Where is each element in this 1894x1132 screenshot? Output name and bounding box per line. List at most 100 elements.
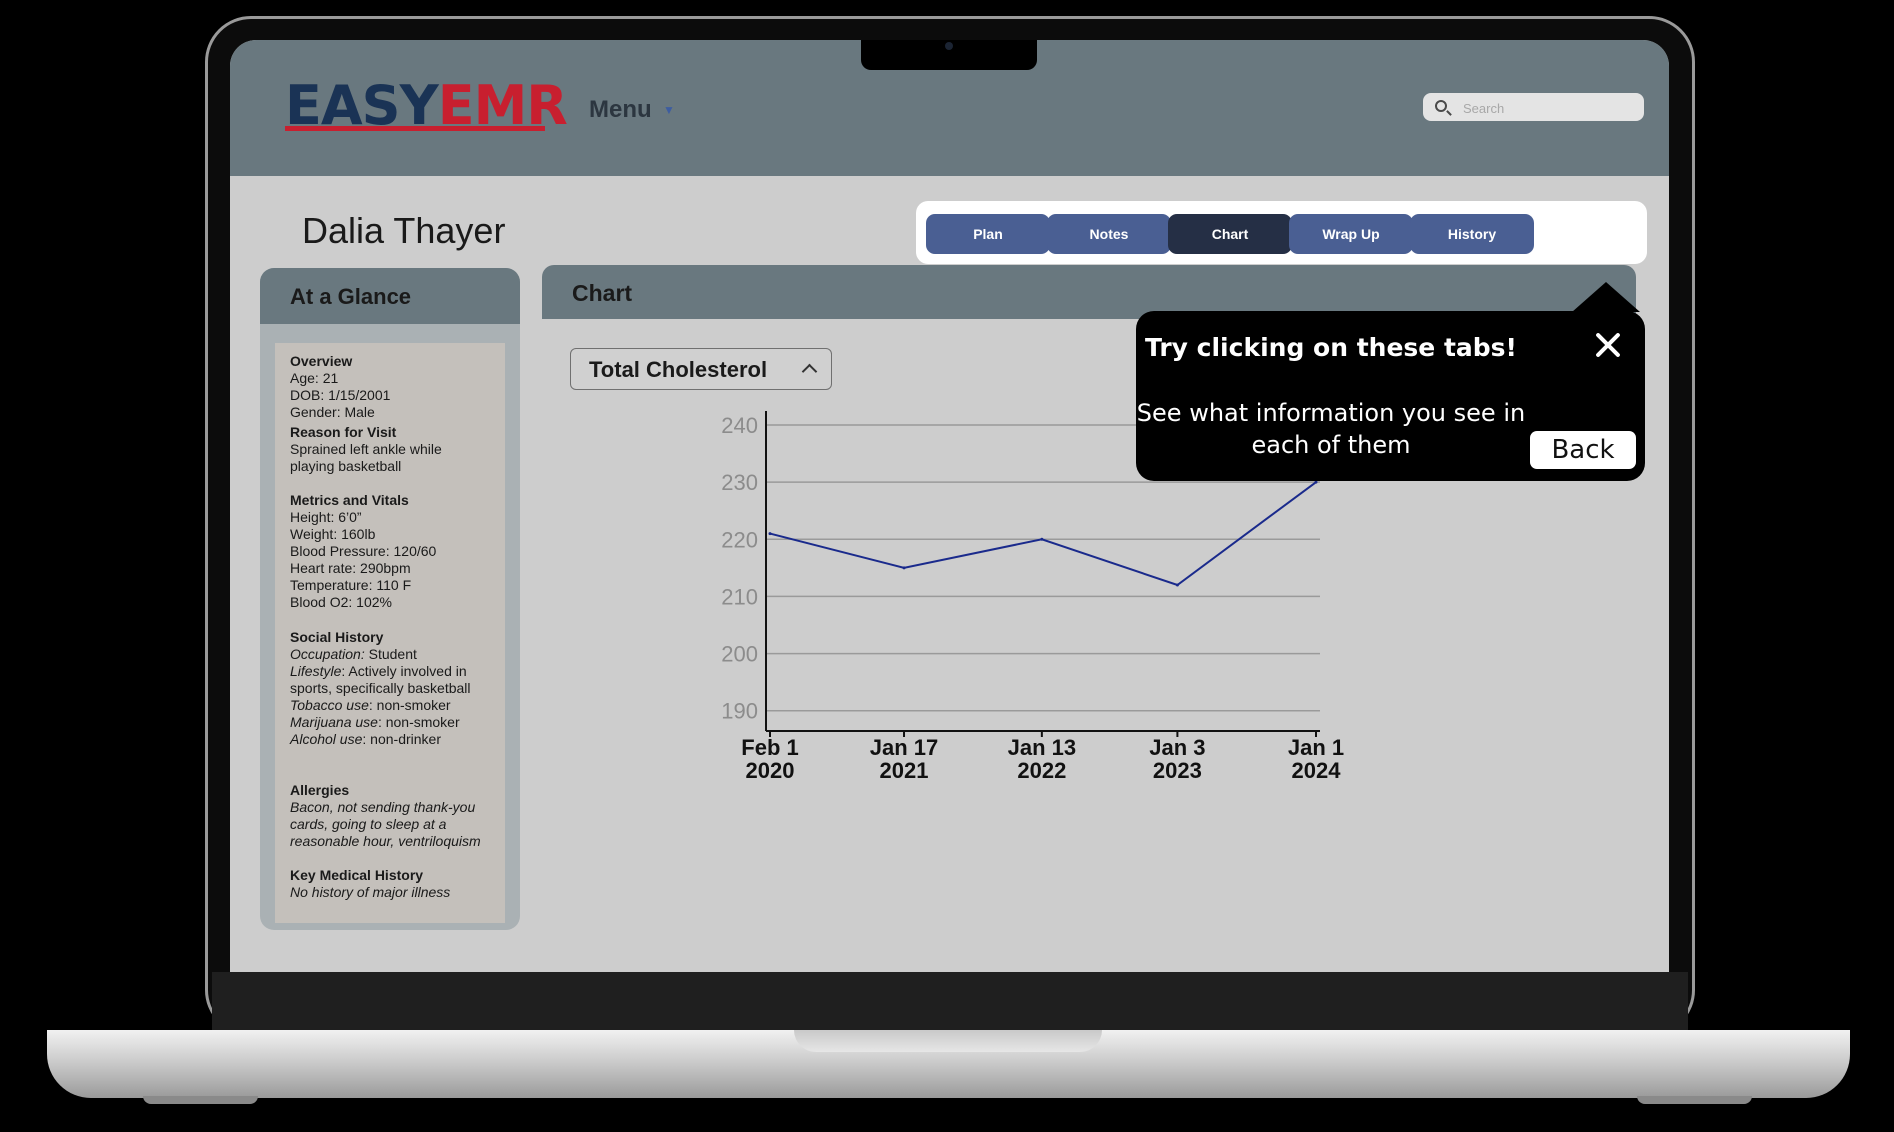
metric-dropdown[interactable]: Total Cholesterol bbox=[570, 348, 832, 390]
chart-header: Chart bbox=[542, 265, 1636, 319]
lifestyle-line-2: sports, specifically basketball bbox=[290, 680, 471, 696]
metric-dropdown-value: Total Cholesterol bbox=[589, 357, 768, 382]
tobacco-value: : non-smoker bbox=[368, 697, 451, 713]
reason-section: Reason for Visit Sprained left ankle whi… bbox=[290, 424, 442, 475]
logo-underline bbox=[285, 126, 545, 131]
tobacco-key: Tobacco use bbox=[290, 697, 369, 713]
at-a-glance-body[interactable]: Overview Age: 21 DOB: 1/15/2001 Gender: … bbox=[275, 343, 505, 923]
camera-icon bbox=[945, 42, 953, 50]
y-tick-label: 210 bbox=[721, 584, 758, 609]
overview-heading: Overview bbox=[290, 353, 353, 369]
medical-history-section: Key Medical History No history of major … bbox=[290, 867, 450, 901]
allergies-line: reasonable hour, ventriloquism bbox=[290, 833, 481, 849]
x-tick-label: Jan 17 bbox=[870, 735, 939, 760]
data-point bbox=[1314, 480, 1318, 484]
alcohol-key: Alcohol use bbox=[290, 731, 363, 747]
tab-notes[interactable]: Notes bbox=[1047, 214, 1171, 254]
social-section: Social History Occupation: Student Lifes… bbox=[290, 629, 471, 748]
alcohol-line: Alcohol use: non-drinker bbox=[290, 731, 471, 748]
x-tick-label: 2020 bbox=[746, 758, 795, 783]
laptop-foot bbox=[143, 1096, 258, 1104]
tutorial-tooltip: Try clicking on these tabs! See what inf… bbox=[1136, 311, 1645, 481]
x-tick-label: 2024 bbox=[1292, 758, 1342, 783]
screen: EASYEMR Menu ▼ Dalia Thayer Plan Notes C… bbox=[230, 40, 1669, 972]
menu-caret-icon[interactable]: ▼ bbox=[663, 103, 675, 117]
at-a-glance-title: At a Glance bbox=[290, 284, 412, 309]
data-point bbox=[902, 566, 906, 570]
tab-bar: Plan Notes Chart Wrap Up History bbox=[916, 201, 1647, 264]
at-a-glance-header: At a Glance bbox=[260, 268, 520, 324]
tooltip-title: Try clicking on these tabs! bbox=[1145, 333, 1517, 362]
at-a-glance-panel: At a Glance Overview Age: 21 DOB: 1/15/2… bbox=[260, 268, 520, 930]
bp-value: Blood Pressure: 120/60 bbox=[290, 543, 437, 559]
temp-value: Temperature: 110 F bbox=[290, 577, 412, 593]
tobacco-line: Tobacco use: non-smoker bbox=[290, 697, 471, 714]
lifestyle-value: : Actively involved in bbox=[341, 663, 467, 679]
chart-panel-title: Chart bbox=[572, 280, 633, 306]
occupation-key: Occupation: bbox=[290, 646, 365, 662]
age-value: Age: 21 bbox=[290, 370, 339, 386]
marijuana-line: Marijuana use: non-smoker bbox=[290, 714, 471, 731]
medical-history-heading: Key Medical History bbox=[290, 867, 424, 883]
weight-value: Weight: 160lb bbox=[290, 526, 376, 542]
close-icon[interactable] bbox=[1592, 329, 1624, 361]
screen-bottom-bezel bbox=[212, 972, 1688, 1030]
data-point bbox=[1175, 583, 1179, 587]
cholesterol-series-line bbox=[769, 481, 1317, 587]
reason-line: Sprained left ankle while bbox=[290, 441, 442, 457]
tooltip-body-line: See what information you see in bbox=[1136, 399, 1526, 427]
lifestyle-line: Lifestyle: Actively involved in bbox=[290, 663, 471, 680]
vitals-section: Metrics and Vitals Height: 6’0” Weight: … bbox=[290, 492, 436, 611]
search-icon bbox=[1435, 100, 1447, 112]
marijuana-value: : non-smoker bbox=[377, 714, 460, 730]
chart-panel: Chart Total Cholesterol 190 200 210 220 230 2… bbox=[542, 265, 1636, 925]
menu-button[interactable]: Menu bbox=[589, 96, 652, 123]
tooltip-body-line: each of them bbox=[1251, 431, 1411, 459]
tab-wrap-up[interactable]: Wrap Up bbox=[1289, 214, 1413, 254]
y-tick-label: 220 bbox=[721, 527, 758, 552]
occupation-value: Student bbox=[364, 646, 417, 662]
x-tick-label: 2023 bbox=[1153, 758, 1202, 783]
allergies-line: Bacon, not sending thank-you bbox=[290, 799, 476, 815]
data-point bbox=[1040, 537, 1044, 541]
tooltip-arrow bbox=[1572, 282, 1640, 312]
overview-section: Overview Age: 21 DOB: 1/15/2001 Gender: … bbox=[290, 353, 390, 421]
search-input[interactable] bbox=[1461, 97, 1635, 119]
x-tick-label: 2021 bbox=[880, 758, 929, 783]
laptop-base-notch bbox=[794, 1030, 1102, 1052]
laptop-foot bbox=[1637, 1096, 1752, 1104]
patient-name: Dalia Thayer bbox=[302, 210, 506, 251]
height-value: Height: 6’0” bbox=[290, 509, 362, 525]
tab-chart[interactable]: Chart bbox=[1168, 214, 1292, 254]
x-tick-label: Jan 13 bbox=[1008, 735, 1076, 760]
y-tick-label: 230 bbox=[721, 470, 758, 495]
hr-value: Heart rate: 290bpm bbox=[290, 560, 411, 576]
y-tick-label: 240 bbox=[721, 413, 758, 438]
allergies-section: Allergies Bacon, not sending thank-you c… bbox=[290, 782, 481, 850]
x-tick-label: 2022 bbox=[1017, 758, 1066, 783]
gender-value: Gender: Male bbox=[290, 404, 375, 420]
medical-history-line: No history of major illness bbox=[290, 884, 451, 900]
tab-plan[interactable]: Plan bbox=[926, 214, 1050, 254]
data-point bbox=[768, 532, 772, 536]
social-heading: Social History bbox=[290, 629, 384, 645]
reason-heading: Reason for Visit bbox=[290, 424, 397, 440]
x-tick-label: Jan 1 bbox=[1288, 735, 1344, 760]
x-tick-label: Feb 1 bbox=[741, 735, 798, 760]
back-button[interactable]: Back bbox=[1530, 431, 1636, 469]
x-tick-label: Jan 3 bbox=[1149, 735, 1205, 760]
vitals-heading: Metrics and Vitals bbox=[290, 492, 409, 508]
allergies-line: cards, going to sleep at a bbox=[290, 816, 447, 832]
tooltip-body: See what information you see in each of … bbox=[1136, 397, 1526, 461]
alcohol-value: : non-drinker bbox=[362, 731, 441, 747]
tab-history[interactable]: History bbox=[1410, 214, 1534, 254]
lifestyle-key: Lifestyle bbox=[290, 663, 342, 679]
reason-line: playing basketball bbox=[290, 458, 402, 474]
search-box[interactable] bbox=[1423, 93, 1644, 121]
y-tick-label: 200 bbox=[721, 642, 758, 667]
o2-value: Blood O2: 102% bbox=[290, 594, 392, 610]
y-tick-label: 190 bbox=[721, 699, 758, 724]
dob-value: DOB: 1/15/2001 bbox=[290, 387, 391, 403]
marijuana-key: Marijuana use bbox=[290, 714, 378, 730]
